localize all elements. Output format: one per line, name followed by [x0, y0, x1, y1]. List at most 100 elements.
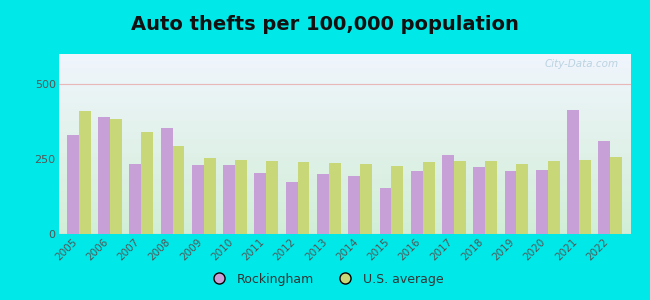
Bar	[58, 69, 630, 70]
Bar	[58, 213, 630, 214]
Bar	[58, 150, 630, 151]
Bar	[58, 116, 630, 117]
Bar	[58, 198, 630, 199]
Bar	[58, 201, 630, 202]
Bar	[58, 92, 630, 93]
Bar	[58, 170, 630, 171]
Bar	[58, 158, 630, 159]
Bar	[58, 95, 630, 96]
Bar	[58, 233, 630, 234]
Bar	[58, 98, 630, 99]
Bar	[58, 125, 630, 126]
Bar	[58, 73, 630, 74]
Bar	[58, 109, 630, 110]
Bar	[485, 161, 497, 234]
Bar	[58, 76, 630, 77]
Bar	[58, 143, 630, 144]
Bar	[58, 74, 630, 75]
Bar	[58, 157, 630, 158]
Bar	[58, 102, 630, 103]
Bar	[58, 214, 630, 215]
Bar	[58, 186, 630, 187]
Bar	[58, 112, 630, 113]
Bar	[58, 176, 630, 177]
Bar	[58, 72, 630, 73]
Bar	[58, 184, 630, 185]
Bar	[58, 219, 630, 220]
Bar	[598, 141, 610, 234]
Bar	[173, 146, 185, 234]
Bar	[454, 160, 466, 234]
Bar	[58, 128, 630, 129]
Bar	[58, 93, 630, 94]
Bar	[58, 62, 630, 63]
Bar	[58, 196, 630, 197]
Bar	[58, 161, 630, 162]
Bar	[58, 206, 630, 207]
Bar	[58, 133, 630, 134]
Bar	[58, 144, 630, 145]
Bar	[58, 87, 630, 88]
Bar	[129, 164, 141, 234]
Bar	[58, 122, 630, 123]
Bar	[58, 134, 630, 135]
Bar	[58, 141, 630, 142]
Bar	[58, 188, 630, 189]
Bar	[579, 160, 591, 234]
Bar	[58, 230, 630, 231]
Bar	[58, 111, 630, 112]
Bar	[58, 179, 630, 180]
Bar	[58, 148, 630, 149]
Bar	[58, 138, 630, 139]
Bar	[411, 171, 422, 234]
Bar	[58, 156, 630, 157]
Bar	[58, 195, 630, 196]
Bar	[141, 132, 153, 234]
Bar	[58, 191, 630, 192]
Bar	[58, 217, 630, 218]
Bar	[255, 172, 266, 234]
Bar	[58, 218, 630, 219]
Bar	[58, 232, 630, 233]
Bar	[58, 75, 630, 76]
Bar	[504, 171, 516, 234]
Bar	[58, 119, 630, 120]
Bar	[58, 200, 630, 201]
Bar	[58, 216, 630, 217]
Bar	[58, 91, 630, 92]
Bar	[58, 96, 630, 97]
Bar	[58, 190, 630, 191]
Bar	[58, 100, 630, 101]
Bar	[58, 56, 630, 57]
Bar	[58, 94, 630, 95]
Bar	[58, 140, 630, 141]
Bar	[58, 86, 630, 87]
Bar	[442, 154, 454, 234]
Bar	[58, 228, 630, 229]
Bar	[58, 166, 630, 167]
Bar	[58, 59, 630, 60]
Bar	[58, 130, 630, 131]
Bar	[192, 165, 204, 234]
Bar	[58, 129, 630, 130]
Bar	[58, 57, 630, 58]
Bar	[58, 189, 630, 190]
Bar	[58, 152, 630, 153]
Legend: Rockingham, U.S. average: Rockingham, U.S. average	[202, 268, 448, 291]
Bar	[58, 147, 630, 148]
Bar	[58, 149, 630, 150]
Bar	[58, 132, 630, 133]
Bar	[79, 111, 91, 234]
Bar	[58, 88, 630, 89]
Bar	[58, 181, 630, 182]
Bar	[58, 137, 630, 138]
Bar	[298, 162, 309, 234]
Bar	[58, 209, 630, 210]
Bar	[58, 66, 630, 67]
Bar	[58, 80, 630, 81]
Bar	[58, 172, 630, 173]
Bar	[58, 171, 630, 172]
Bar	[58, 107, 630, 108]
Bar	[58, 215, 630, 216]
Bar	[58, 154, 630, 155]
